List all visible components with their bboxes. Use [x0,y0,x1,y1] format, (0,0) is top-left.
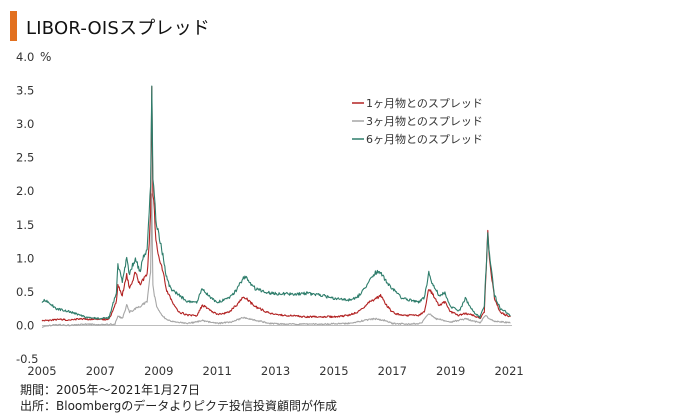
y-tick-label: 0.5 [16,285,34,299]
legend-label: 6ヶ月物とのスプレッド [366,132,483,146]
footer-source: 出所：Bloombergのデータよりピクテ投信投資顧問が作成 [20,399,338,413]
x-tick-label: 2021 [494,364,523,378]
legend-label: 1ヶ月物とのスプレッド [366,96,483,110]
y-tick-label: 2.5 [16,151,34,165]
footer-period: 期間：2005年～2021年1月27日 [20,383,200,397]
x-tick-label: 2019 [436,364,465,378]
x-tick-label: 2015 [319,364,348,378]
y-tick-label: 3.0 [16,117,34,131]
x-tick-label: 2011 [203,364,232,378]
x-tick-label: 2009 [144,364,173,378]
legend-label: 3ヶ月物とのスプレッド [366,114,483,128]
x-tick-label: 2007 [86,364,115,378]
series-line-3 [41,85,511,320]
title-accent-bar [10,11,17,41]
y-tick-label: 0.0 [16,318,34,332]
y-tick-label: 2.0 [16,184,34,198]
y-tick-label: 1.5 [16,218,34,232]
chart-title: LIBOR-OISスプレッド [26,18,211,39]
x-tick-label: 2013 [261,364,290,378]
y-tick-label: -0.5 [16,352,38,366]
x-tick-label: 2005 [27,364,56,378]
series-line-2 [41,193,511,328]
x-tick-label: 2017 [378,364,407,378]
y-axis-unit: % [40,50,52,64]
y-tick-label: 1.0 [16,251,34,265]
y-tick-label: 3.5 [16,84,34,98]
y-tick-label: 4.0 [16,50,34,64]
series-line-1 [41,85,511,322]
